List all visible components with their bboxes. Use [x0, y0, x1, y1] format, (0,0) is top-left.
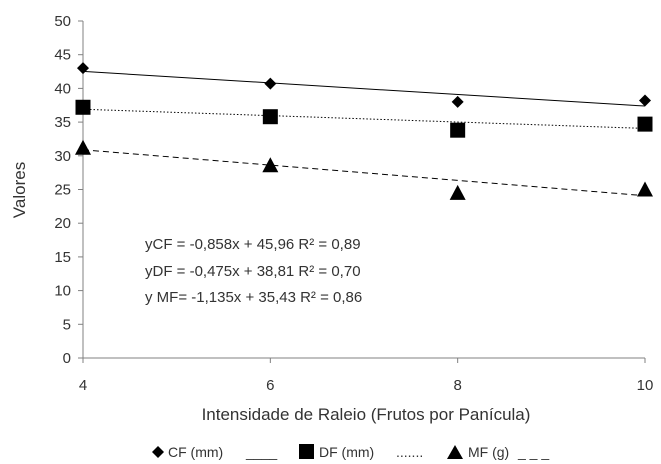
data-point-diamond [77, 62, 89, 75]
data-point-diamond [451, 95, 464, 108]
legend-label-cf: CF (mm) [168, 444, 223, 460]
y-axis-title: Valores [10, 162, 29, 218]
trendline-diamond [82, 70, 646, 107]
y-tick-label: 10 [54, 283, 71, 300]
legend: CF (mm) ____ DF (mm) ....... MF (g) _ _ … [152, 444, 549, 460]
data-point-square [637, 116, 653, 132]
data-markers [75, 62, 653, 200]
y-tick-label: 50 [54, 13, 71, 30]
legend-marker-df [299, 444, 314, 459]
legend-line-cf: ____ [245, 444, 277, 460]
trend-equation-mf: y MF= -1,135x + 35,43 R² = 0,86 [145, 289, 362, 306]
y-tick-label: 0 [63, 350, 71, 367]
axes [78, 20, 646, 363]
y-tick-label: 20 [54, 215, 71, 232]
y-tick-label: 35 [54, 114, 71, 131]
y-tick-label: 25 [54, 182, 71, 199]
legend-line-mf: _ _ _ [517, 444, 549, 460]
legend-label-df: DF (mm) [319, 444, 374, 460]
x-axis-title: Intensidade de Raleio (Frutos por Panícu… [202, 405, 531, 424]
data-point-triangle [449, 184, 466, 200]
data-point-square [450, 122, 466, 138]
data-point-square [75, 99, 91, 115]
data-point-triangle [637, 181, 653, 197]
trendlines [82, 70, 646, 197]
y-tick-label: 40 [54, 80, 71, 97]
y-tick-label: 30 [54, 148, 71, 165]
legend-marker-mf [447, 445, 463, 459]
trend-equation-cf: yCF = -0,858x + 45,96 R² = 0,89 [145, 236, 361, 253]
data-point-diamond [639, 94, 651, 107]
tick-labels: 0 5 10 15 20 25 30 35 40 45 50 4 6 8 10 [54, 13, 653, 394]
x-tick-label: 6 [266, 377, 274, 394]
trendline-triangle [82, 149, 646, 197]
data-point-triangle [75, 139, 91, 155]
data-point-diamond [264, 77, 277, 90]
legend-label-mf: MF (g) [468, 444, 509, 460]
data-point-triangle [262, 157, 279, 173]
y-tick-label: 15 [54, 249, 71, 266]
y-tick-label: 5 [63, 316, 71, 333]
trendline-square [82, 108, 646, 129]
legend-line-df: ....... [396, 444, 423, 460]
x-tick-label: 4 [79, 377, 87, 394]
x-tick-label: 10 [637, 377, 654, 394]
data-point-square [262, 109, 278, 125]
y-tick-label: 45 [54, 47, 71, 64]
x-tick-label: 8 [453, 377, 461, 394]
trend-equation-df: yDF = -0,475x + 38,81 R² = 0,70 [145, 263, 361, 280]
legend-marker-cf [152, 446, 164, 458]
